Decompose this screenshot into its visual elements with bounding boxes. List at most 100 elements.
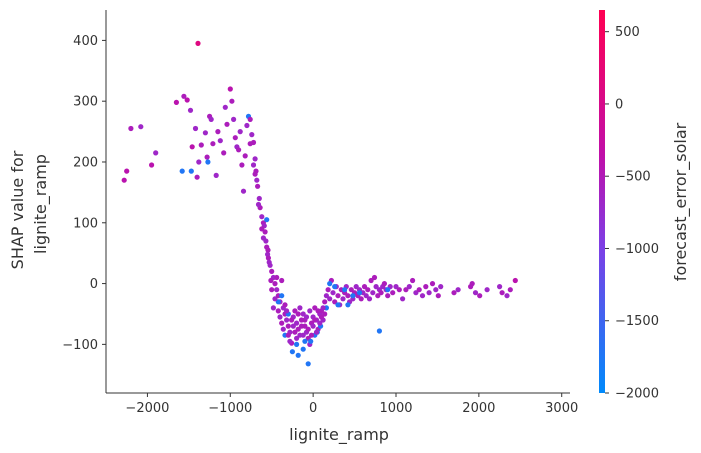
data-point [303,314,310,320]
y-axis-ticks: −100 0 100 200 300 400 [62,34,106,353]
data-point [378,290,384,296]
data-point [259,214,265,220]
data-point [268,277,274,284]
data-point [335,302,341,308]
data-point [292,308,298,314]
data-point [312,317,318,323]
data-point [512,277,518,284]
y-axis-title-line2: lignite_ramp [31,154,51,254]
data-point [215,129,221,135]
data-point [371,274,378,281]
data-point [194,174,200,180]
data-point [320,305,326,311]
data-point [356,290,363,296]
data-point [310,323,316,329]
data-point [259,226,265,232]
data-point [413,290,419,296]
data-point [472,290,479,296]
data-point [270,305,276,311]
data-point [237,129,243,135]
data-point [292,329,298,335]
data-point [376,328,382,334]
data-point [208,116,214,122]
data-point [438,284,444,290]
data-point [229,98,235,104]
data-point [410,277,416,284]
data-point [231,116,237,122]
data-point [350,293,356,299]
data-point [302,338,308,344]
data-point [435,293,441,299]
data-point [400,296,406,302]
data-point [275,299,281,305]
x-axis-ticks: −2000 −1000 0 1000 2000 3000 [125,393,578,416]
data-point [373,284,379,290]
data-point [279,277,285,284]
data-point [507,287,513,293]
data-point [138,124,144,130]
data-point [198,142,204,148]
data-point [366,296,373,302]
data-point [455,287,461,293]
data-point [365,287,371,293]
data-point [305,326,311,332]
data-point [240,188,247,194]
y-tick-label: 0 [90,277,98,292]
data-point [370,290,376,296]
data-point [423,284,429,290]
data-point [305,361,311,367]
data-point [181,93,187,99]
y-tick-label: 300 [73,95,98,110]
data-point [269,287,275,293]
data-point [345,293,351,299]
data-point [236,147,242,153]
data-point [179,168,185,174]
colorbar-tick-label: −1500 [615,314,659,329]
data-point [300,311,306,317]
data-point [290,323,296,329]
data-point [323,293,329,299]
data-point [222,104,228,110]
x-axis-title: lignite_ramp [289,425,389,445]
data-point [173,99,179,105]
data-point [393,284,399,290]
data-point [260,235,266,241]
data-point [322,299,328,305]
data-point [318,314,324,320]
data-point [348,287,354,293]
data-point [284,317,290,323]
data-point [327,296,333,302]
data-point [403,287,409,293]
data-point [313,329,320,335]
data-point [499,290,505,296]
data-point [363,293,369,299]
data-point [312,305,318,311]
data-point [189,144,195,150]
data-point [128,125,134,132]
data-point [280,326,286,332]
data-point [274,287,280,293]
data-point [322,311,328,317]
data-point [232,135,238,141]
data-point [353,284,359,290]
data-point [332,284,338,290]
x-tick-label: 3000 [545,401,578,416]
data-point [289,317,295,323]
data-point [285,332,291,338]
data-point [221,150,227,156]
data-point [504,293,510,299]
data-point [205,159,211,165]
data-point [267,262,273,268]
x-tick-label: −2000 [125,401,169,416]
x-tick-label: 1000 [379,401,412,416]
data-point [279,320,285,326]
data-point [300,332,306,338]
colorbar [599,10,605,393]
data-point [297,305,303,311]
data-point [279,293,285,299]
data-point [426,290,432,296]
data-point [433,287,439,293]
data-point [252,171,258,177]
data-point [315,308,321,314]
